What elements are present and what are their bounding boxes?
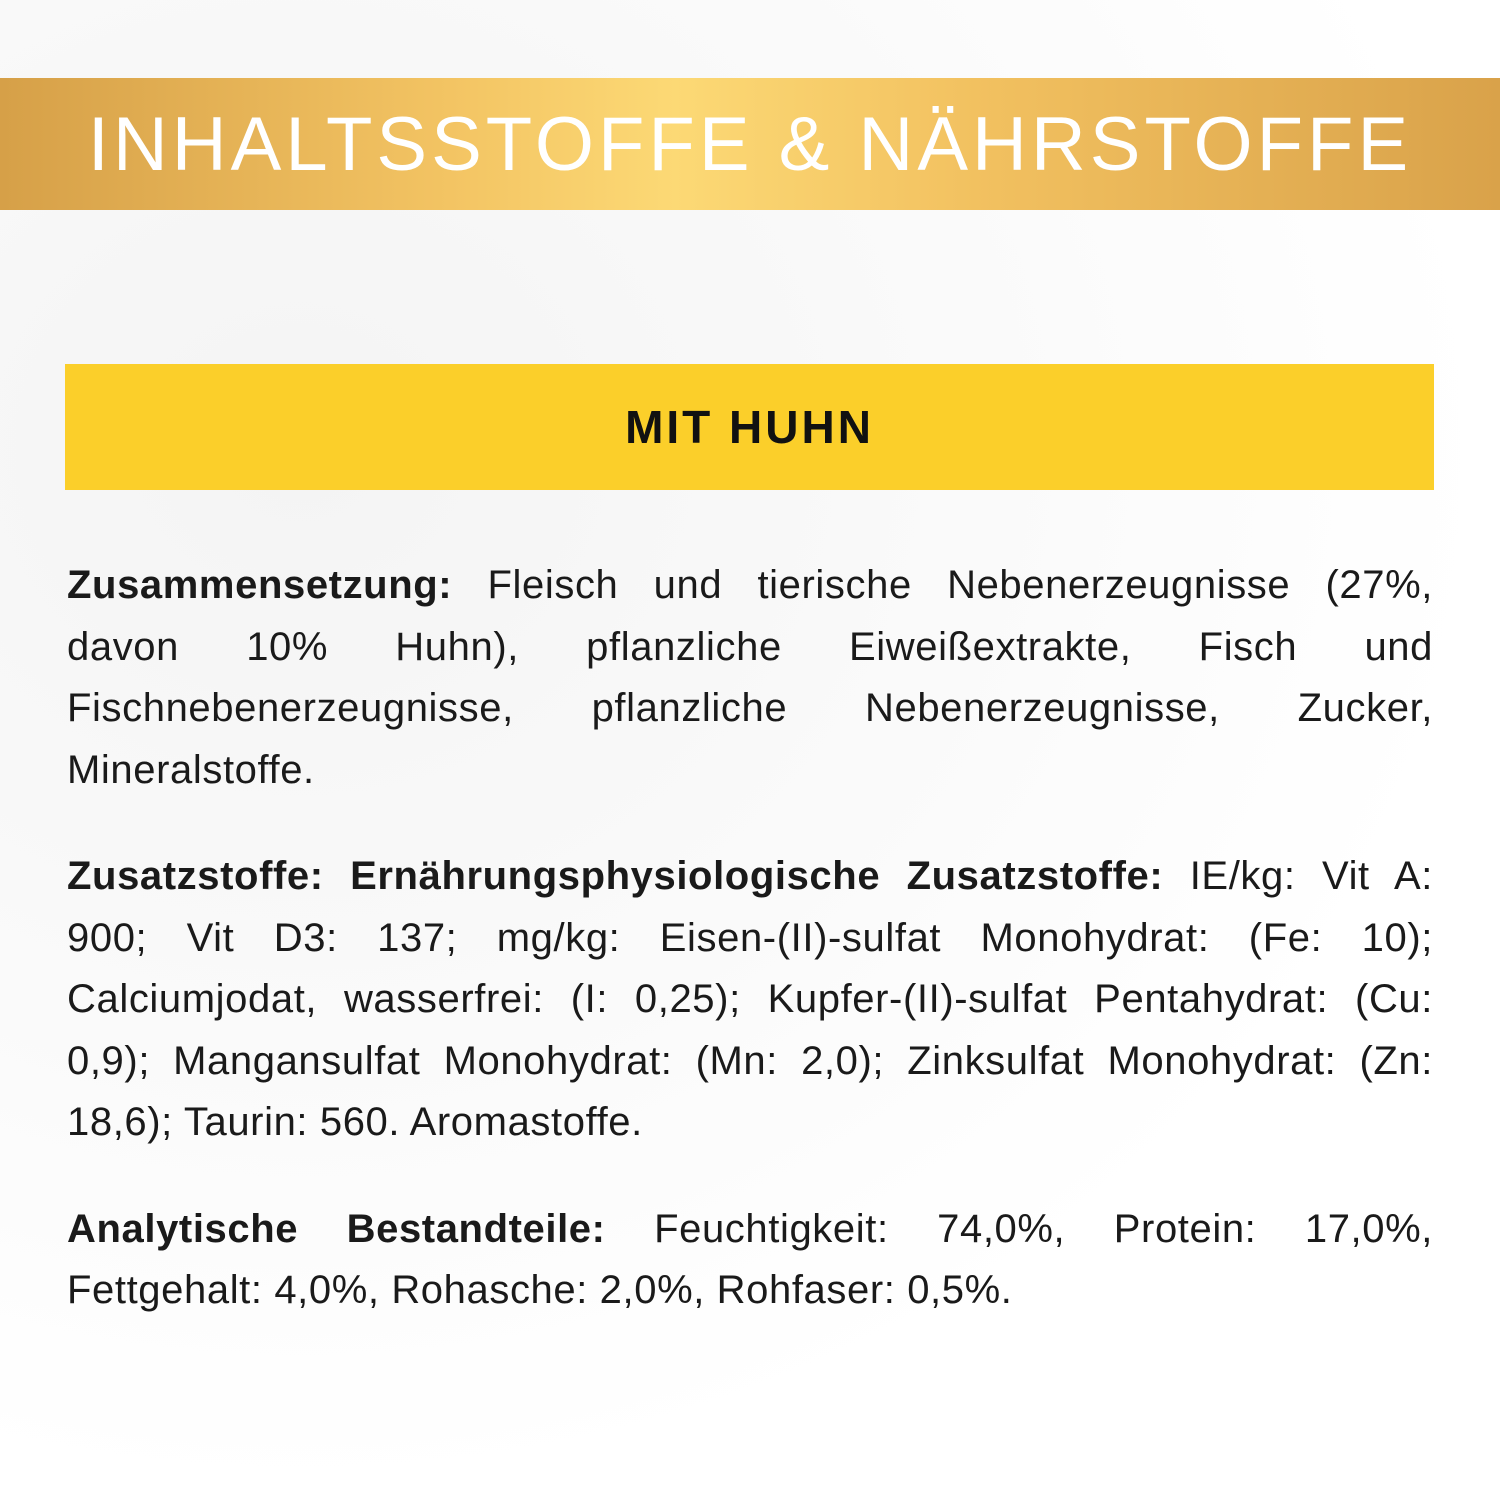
additives-label: Zusatzstoffe: Ernährungsphysiologische Z… bbox=[67, 854, 1164, 898]
additives-paragraph: Zusatzstoffe: Ernährungsphysiologische Z… bbox=[67, 846, 1433, 1154]
page-title: INHALTSSTOFFE & NÄHRSTOFFE bbox=[87, 101, 1413, 187]
analytical-paragraph: Analytische Bestandteile: Feuchtigkeit: … bbox=[67, 1199, 1433, 1322]
composition-text: Fleisch und tierische Nebenerzeugnisse (… bbox=[67, 563, 1433, 792]
analytical-label: Analytische Bestandteile: bbox=[67, 1206, 606, 1251]
variant-banner: MIT HUHN bbox=[65, 364, 1434, 490]
additives-text: IE/kg: Vit A: 900; Vit D3: 137; mg/kg: E… bbox=[67, 854, 1433, 1144]
variant-label: MIT HUHN bbox=[625, 401, 874, 453]
header-band: INHALTSSTOFFE & NÄHRSTOFFE bbox=[0, 78, 1500, 210]
ingredients-content: Zusammensetzung: Fleisch und tierische N… bbox=[67, 555, 1433, 1367]
composition-label: Zusammensetzung: bbox=[67, 563, 453, 607]
composition-paragraph: Zusammensetzung: Fleisch und tierische N… bbox=[67, 555, 1433, 801]
analytical-text: Feuchtigkeit: 74,0%, Protein: 17,0%, Fet… bbox=[67, 1206, 1433, 1313]
